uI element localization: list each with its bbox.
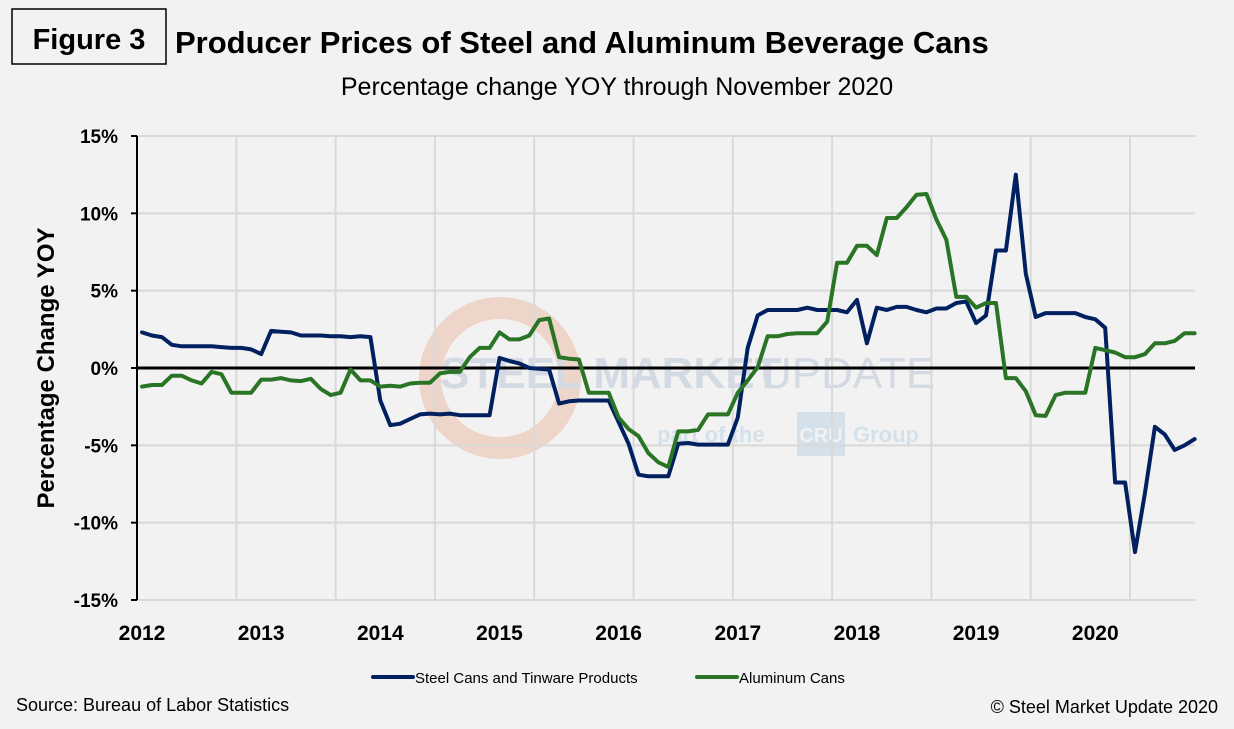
x-tick-labels: 2012 2013 2014 2015 2016 2017 2018 2019 2020 xyxy=(119,622,1119,645)
y-tick-label: 10% xyxy=(80,204,118,225)
y-axis-title: Percentage Change YOY xyxy=(33,228,60,509)
copyright-note: © Steel Market Update 2020 xyxy=(991,697,1218,717)
series-lines xyxy=(140,172,1197,555)
y-tick-label: -5% xyxy=(84,436,118,457)
chart-title: Producer Prices of Steel and Aluminum Be… xyxy=(175,25,989,60)
x-tick-label: 2015 xyxy=(476,622,523,645)
y-tick-label: 0% xyxy=(91,359,119,380)
watermark-text-light: UPDATE xyxy=(760,349,935,398)
watermark-sub-post: Group xyxy=(853,422,919,447)
x-tick-label: 2012 xyxy=(119,622,166,645)
y-tick-label: -10% xyxy=(74,514,118,535)
y-tick-label: -15% xyxy=(74,591,118,612)
series-line-aluminum xyxy=(140,192,1197,469)
axes xyxy=(131,135,138,601)
figure-label: Figure 3 xyxy=(33,24,146,56)
series-line-steel xyxy=(140,172,1197,555)
y-tick-labels: 15% 10% 5% 0% -5% -10% -15% xyxy=(74,127,118,612)
watermark-cru-box xyxy=(797,412,845,456)
x-tick-label: 2016 xyxy=(595,622,642,645)
x-tick-label: 2018 xyxy=(834,622,881,645)
x-tick-label: 2020 xyxy=(1072,622,1119,645)
legend: Steel Cans and Tinware Products Aluminum… xyxy=(371,670,845,687)
watermark-text-bold: STEEL MARKET xyxy=(440,349,782,398)
legend-label-aluminum: Aluminum Cans xyxy=(739,670,845,687)
chart-subtitle: Percentage change YOY through November 2… xyxy=(341,73,893,101)
legend-label-steel: Steel Cans and Tinware Products xyxy=(415,670,638,687)
x-tick-label: 2013 xyxy=(238,622,285,645)
y-tick-label: 5% xyxy=(91,282,119,303)
figure-label-box xyxy=(11,8,167,65)
source-note: Source: Bureau of Labor Statistics xyxy=(16,695,289,715)
watermark-cru: CRU xyxy=(799,425,842,447)
y-tick-label: 15% xyxy=(80,127,118,148)
x-tick-label: 2014 xyxy=(357,622,404,645)
x-tick-label: 2019 xyxy=(953,622,1000,645)
watermark-swoosh xyxy=(419,297,581,459)
x-tick-label: 2017 xyxy=(714,622,761,645)
